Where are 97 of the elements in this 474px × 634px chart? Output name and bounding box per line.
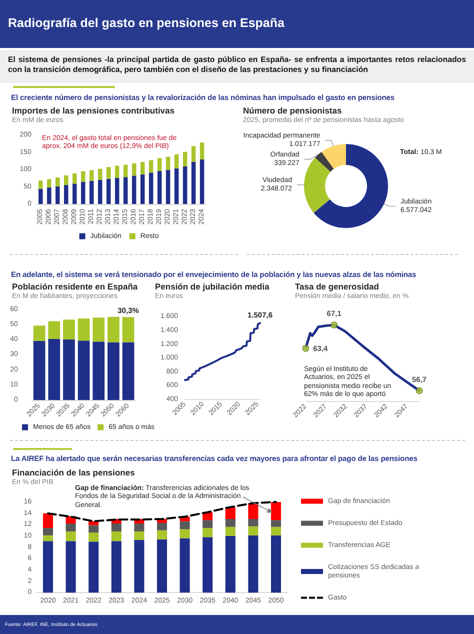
bar [174,154,179,168]
bar [200,159,204,204]
bar [132,176,136,204]
bar [92,342,105,400]
bar [166,156,170,170]
bar [88,525,99,533]
bar [200,142,204,160]
chart-title: Población residente en España [12,282,138,292]
bar [166,170,170,204]
bar [202,537,213,593]
bar [38,188,43,204]
bar [134,531,144,540]
bar [270,526,282,536]
line-series [184,322,261,382]
bar [114,166,120,178]
bar [33,340,46,400]
bar [132,163,136,176]
bar [66,531,76,542]
bar [140,162,145,174]
bar [140,174,145,204]
chart-title: Financiación de las pensiones [12,468,136,478]
chart-title: Número de pensionistas [243,106,342,116]
bar [38,180,43,189]
bar [66,524,76,532]
bar [225,526,236,536]
bar [225,507,236,519]
bar [156,530,168,540]
bar [72,184,77,204]
bar [134,524,144,532]
bar [106,178,111,204]
bar [111,524,122,532]
bar [72,173,77,184]
bar [248,526,258,536]
bar [63,340,75,400]
bar [182,166,188,204]
bar [78,340,90,400]
bar [33,326,46,341]
bar [66,541,76,593]
bar [202,528,213,538]
bar [123,164,128,178]
bar [180,538,190,593]
chart-title: Tasa de generosidad [295,282,379,292]
bar [156,539,168,593]
bar [48,338,60,400]
bar [63,320,75,340]
bar [248,535,258,593]
bar [225,518,236,527]
bar [180,529,190,538]
bar [225,536,236,593]
bar [270,520,282,527]
bar [42,541,54,593]
bar [89,180,94,204]
bar [81,182,86,204]
bar [88,542,99,593]
bar [56,177,60,186]
bar [122,342,134,400]
bar [64,185,68,204]
bar [174,168,179,204]
bar [98,168,102,180]
bar [111,531,122,542]
bar [88,532,99,542]
bar [248,518,258,526]
bar [123,177,128,204]
bar [114,178,120,204]
bar [48,321,60,339]
bar [270,535,282,593]
chart-title: Importes de las pensiones contributivas [12,106,175,116]
bar [108,342,120,400]
bar [148,160,154,173]
bar [89,170,94,181]
bar [81,171,86,182]
bar [157,158,162,171]
bar [182,152,188,166]
bar [42,535,54,542]
bar [47,187,52,204]
bar [106,167,111,179]
bar [157,170,162,204]
bar [47,179,52,188]
bar [98,180,102,204]
bar [64,175,68,186]
bar [156,522,168,530]
bar [42,513,54,528]
bar [191,162,196,204]
bar [78,318,90,341]
bar [191,146,196,162]
bar [56,186,60,204]
bar [148,172,154,204]
text: Radiografía del gasto en pensiones en España [8,16,284,30]
chart-title: Pensión de jubilación media [155,282,270,292]
bar [180,521,190,530]
bar [122,317,134,342]
bar [108,316,120,342]
bar [111,541,122,593]
bar [134,540,144,593]
bar [202,520,213,528]
bar [42,528,54,536]
bar [92,318,105,342]
